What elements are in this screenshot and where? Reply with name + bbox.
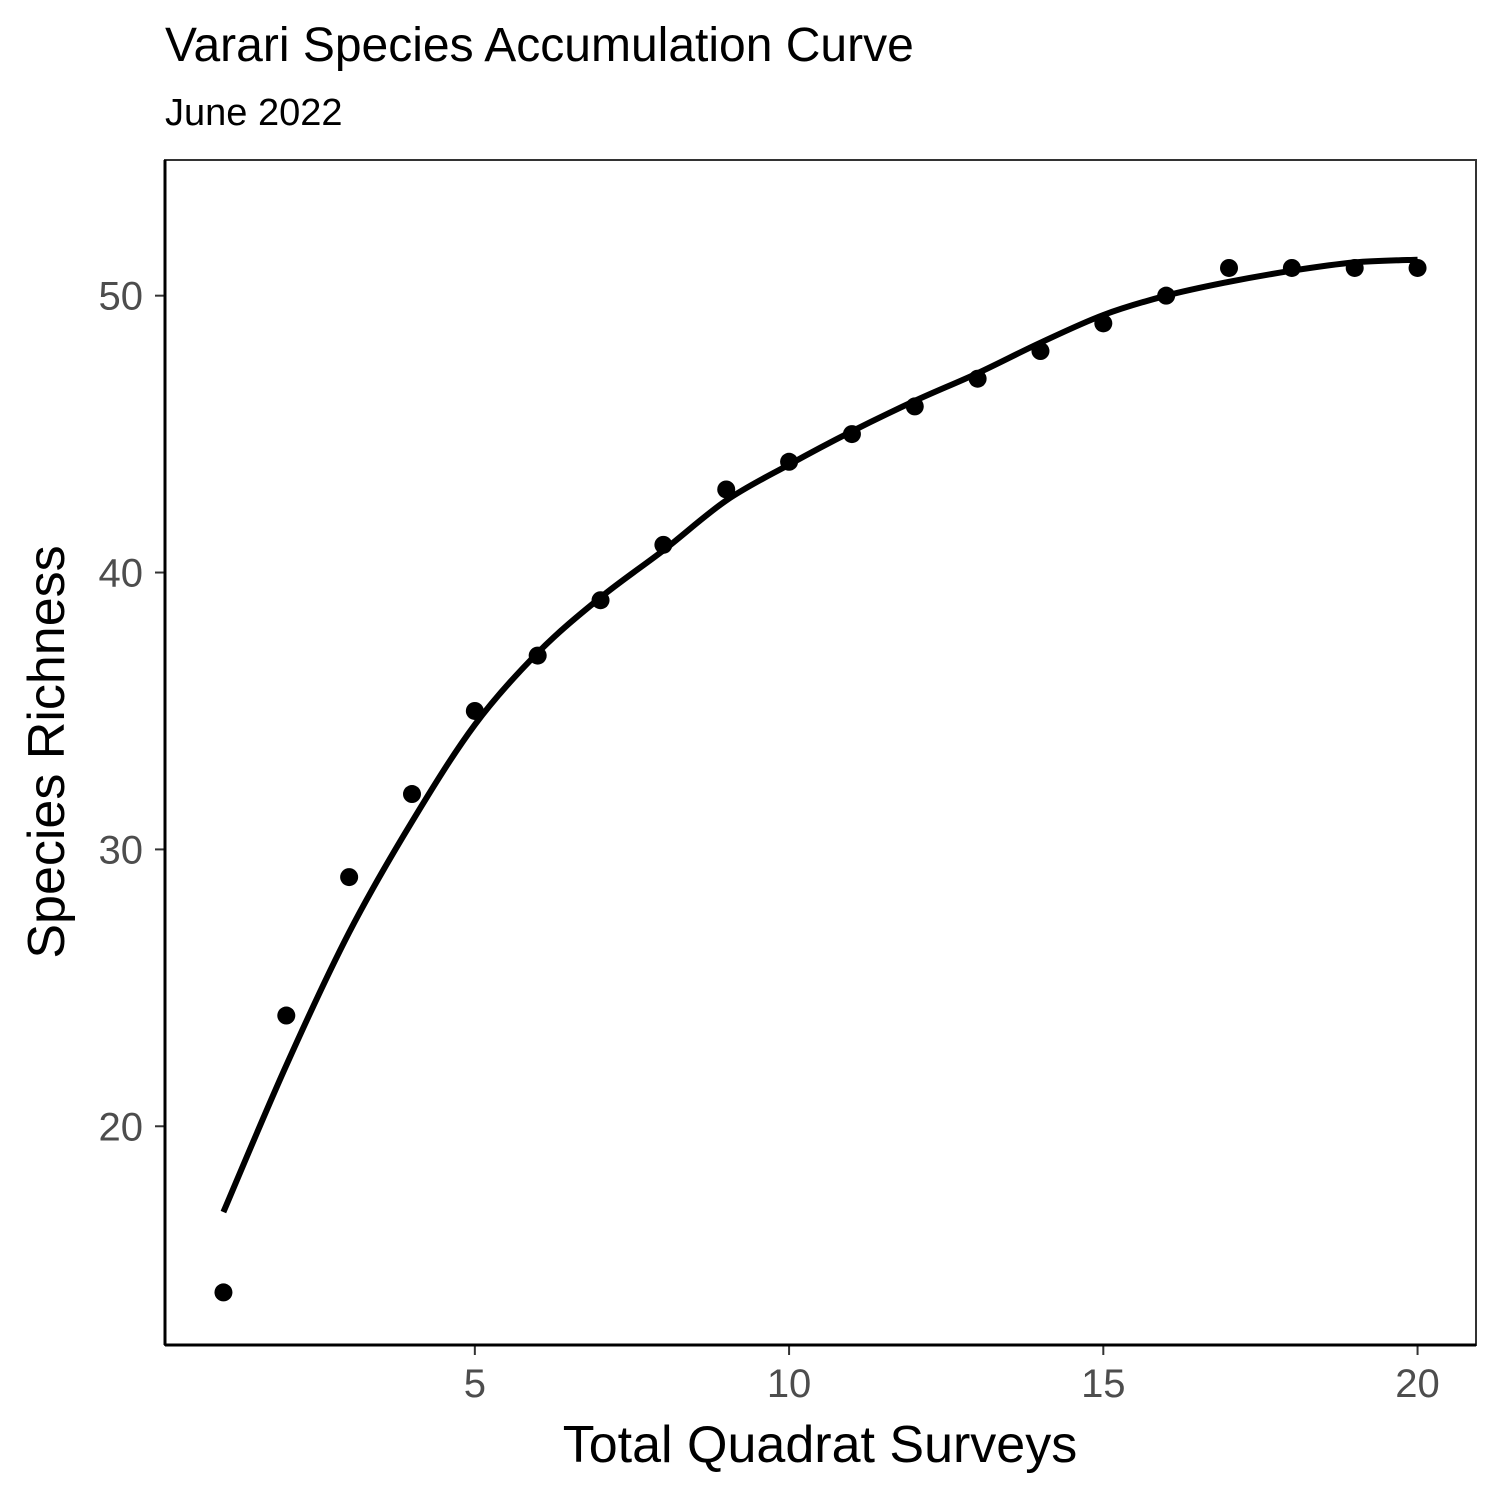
x-axis: 5 10 15 20 — [464, 1345, 1440, 1406]
data-point — [1220, 258, 1239, 277]
data-point — [214, 1283, 233, 1302]
chart-title: Varari Species Accumulation Curve — [165, 19, 914, 72]
data-point — [402, 785, 421, 804]
y-tick-label: 30 — [99, 828, 144, 872]
x-tick-label: 20 — [1395, 1362, 1440, 1406]
x-tick-label: 10 — [767, 1362, 812, 1406]
panel-border — [164, 159, 1477, 1346]
x-tick-label: 5 — [464, 1362, 486, 1406]
data-point — [277, 1006, 296, 1025]
chart-subtitle: June 2022 — [165, 92, 343, 134]
x-tick-label: 15 — [1081, 1362, 1126, 1406]
y-tick-label: 20 — [99, 1105, 144, 1149]
x-axis-title: Total Quadrat Surveys — [563, 1416, 1077, 1474]
data-points — [214, 258, 1427, 1302]
fit-line — [220, 256, 1418, 1214]
y-axis: 20 30 40 50 — [99, 275, 165, 1149]
y-axis-title: Species Richness — [18, 545, 76, 958]
data-point — [1408, 258, 1427, 277]
y-tick-label: 40 — [99, 552, 144, 596]
y-tick-label: 50 — [99, 275, 144, 319]
data-point — [340, 868, 359, 887]
